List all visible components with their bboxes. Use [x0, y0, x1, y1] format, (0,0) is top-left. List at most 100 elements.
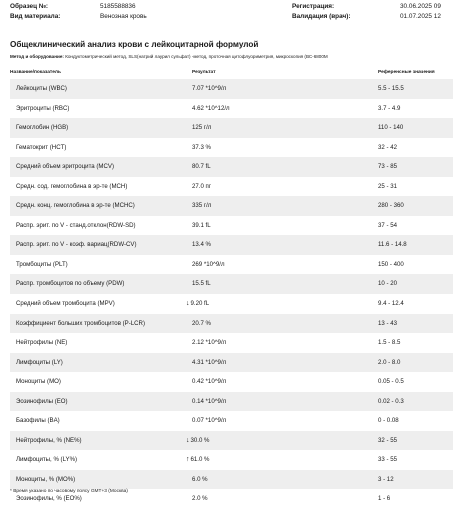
table-row: Средн. конц. гемоглобина в эр-те (MCHC) 3… — [10, 196, 453, 216]
result-value: 7.07 *10^9/л — [192, 85, 227, 92]
reference-range: 150 - 400 — [378, 260, 404, 268]
test-name: Эозинофилы (EO) — [16, 397, 68, 405]
test-result: ↓30.0 % — [186, 437, 209, 444]
test-name: Средн. конц. гемоглобина в эр-те (MCHC) — [16, 202, 135, 210]
result-value: 20.7 % — [192, 319, 211, 327]
test-name: Лимфоциты (LY) — [16, 358, 63, 366]
registration-label: Регистрация: — [292, 3, 335, 10]
test-name: Лимфоциты, % (LY%) — [16, 456, 78, 464]
sample-label: Образец №: — [10, 3, 49, 10]
table-row: Тромбоциты (PLT) 269 *10^9/л 150 - 400 — [10, 255, 453, 275]
test-name: Лейкоциты (WBC) — [16, 85, 67, 92]
result-value: 39.1 fL — [192, 221, 211, 229]
column-header-reference: Референсные значения — [378, 70, 435, 75]
test-result: 13.4 % — [192, 241, 211, 248]
table-row: Нейтрофилы, % (NE%) ↓30.0 % 32 - 55 — [10, 430, 453, 451]
test-name: Моноциты, % (MO%) — [16, 475, 76, 483]
test-result: 15.5 fL — [192, 280, 211, 287]
test-name: Распр. тромбоцитов по объему (PDW) — [16, 280, 125, 288]
result-value: 27.0 пг — [192, 182, 212, 190]
reference-range: 3.7 - 4.9 — [378, 104, 401, 112]
table-row: Гемоглобин (HGB) 125 г/л 110 - 140 — [10, 118, 453, 138]
table-row: Нейтрофилы (NE) 2.12 *10^9/л 1.5 - 8.5 — [10, 333, 453, 353]
table-row: Средн. сод. гемоглобина в эр-те (MCH) 27.… — [10, 177, 453, 197]
reference-range: 9.4 - 12.4 — [378, 300, 404, 308]
test-name: Моноциты (MO) — [16, 378, 61, 386]
test-name: Тромбоциты (PLT) — [16, 260, 68, 268]
table-row: Моноциты, % (MO%) 6.0 % 3 - 12 — [10, 469, 453, 490]
test-result: 335 г/л — [192, 202, 211, 209]
result-value: 2.12 *10^9/л — [192, 339, 227, 347]
reference-range: 110 - 140 — [378, 124, 404, 132]
method-line: Метод и оборудование: Кондуктометрически… — [10, 54, 453, 59]
result-value: 80.7 fL — [192, 163, 211, 171]
reference-range: 5.5 - 15.5 — [378, 85, 404, 92]
test-name: Эозинофилы, % (EO%) — [16, 495, 82, 503]
test-result: 0.07 *10^9/л — [192, 417, 226, 424]
test-result: 37.3 % — [192, 144, 211, 151]
table-row: Средний объем эритроцита (MCV) 80.7 fL 73 … — [10, 157, 453, 177]
test-result: 2.12 *10^9/л — [192, 339, 226, 346]
result-value: 37.3 % — [192, 143, 211, 151]
test-name: Средн. сод. гемоглобина в эр-те (MCH) — [16, 182, 128, 190]
test-result: ↑61.0 % — [186, 456, 209, 463]
result-value: 6.0 % — [192, 475, 208, 483]
test-result: ↓9.20 fL — [186, 300, 209, 307]
table-row: Эозинофилы, % (EO%) 2.0 % 1 - 6 — [10, 489, 453, 509]
table-row: Распр. эрит. по V - станд.отклон(RDW-SD)… — [10, 216, 453, 236]
test-result: 80.7 fL — [192, 163, 211, 170]
table-header: Название/показатель Результат Референсны… — [10, 69, 453, 78]
test-name: Гематокрит (HCT) — [16, 143, 67, 151]
material-value: Венозная кровь — [100, 13, 147, 20]
test-result: 27.0 пг — [192, 183, 211, 190]
reference-range: 0.02 - 0.3 — [378, 397, 404, 405]
reference-range: 33 - 55 — [378, 456, 397, 464]
result-value: 2.0 % — [192, 495, 208, 503]
results-table: Лейкоциты (WBC) 7.07 *10^9/л 5.5 - 15.5 Эри… — [10, 79, 453, 509]
table-row: Распр. тромбоцитов по объему (PDW) 15.5 f… — [10, 274, 453, 295]
result-value: 9.20 fL — [190, 300, 210, 308]
test-result: 269 *10^9/л — [192, 261, 225, 268]
test-result: 0.14 *10^9/л — [192, 398, 226, 405]
result-value: 15.5 fL — [192, 280, 211, 288]
result-value: 4.62 *10^12/л — [192, 104, 230, 112]
reference-range: 2.0 - 8.0 — [378, 358, 401, 366]
result-value: 335 г/л — [192, 202, 212, 210]
table-row: Распр. эрит. по V - коэф. вариац(RDW-CV)… — [10, 235, 453, 255]
test-result: 0.42 *10^9/л — [192, 378, 226, 385]
timezone-footnote: * Время указано по часовому поясу GMT+3 … — [10, 489, 128, 494]
reference-range: 73 - 85 — [378, 163, 397, 171]
test-result: 39.1 fL — [192, 222, 211, 229]
sample-number: 5185588836 — [100, 3, 136, 10]
test-result: 7.07 *10^9/л — [192, 85, 226, 92]
test-name: Коэффициент больших тромбоцитов (P-LCR) — [16, 319, 145, 327]
test-result: 4.62 *10^12/л — [192, 105, 230, 112]
result-value: 4.31 *10^9/л — [192, 358, 227, 366]
reference-range: 1.5 - 8.5 — [378, 339, 401, 347]
arrow-down-icon: ↓ — [186, 436, 190, 444]
table-row: Лимфоциты (LY) 4.31 *10^9/л 2.0 - 8.0 — [10, 352, 453, 373]
result-value: 0.42 *10^9/л — [192, 378, 227, 386]
reference-range: 25 - 31 — [378, 182, 397, 190]
reference-range: 13 - 43 — [378, 319, 397, 327]
test-name: Средний объем эритроцита (MCV) — [16, 163, 114, 171]
result-value: 125 г/л — [192, 124, 212, 132]
arrow-down-icon: ↓ — [186, 300, 190, 308]
test-result: 6.0 % — [192, 476, 208, 483]
test-result: 20.7 % — [192, 320, 211, 327]
reference-range: 11.6 - 14.8 — [378, 241, 407, 249]
table-row: Средний объем тромбоцита (MPV) ↓9.20 fL 9.… — [10, 294, 453, 314]
test-name: Эритроциты (RBC) — [16, 104, 70, 112]
result-value: 61.0 % — [190, 456, 210, 464]
reference-range: 280 - 360 — [378, 202, 404, 210]
test-name: Распр. эрит. по V - станд.отклон(RDW-SD) — [16, 221, 136, 229]
reference-range: 0 - 0.08 — [378, 417, 399, 425]
material-label: Вид материала: — [10, 13, 61, 20]
method-text: Кондуктометрический метод, SLS(натрий ла… — [65, 54, 328, 59]
table-row: Моноциты (MO) 0.42 *10^9/л 0.05 - 0.5 — [10, 372, 453, 392]
report-title: Общеклинический анализ крови с лейкоцита… — [10, 40, 259, 49]
test-name: Базофилы (BA) — [16, 417, 60, 425]
result-value: 30.0 % — [190, 436, 210, 444]
reference-range: 32 - 55 — [378, 436, 397, 444]
method-label: Метод и оборудование: — [10, 54, 64, 59]
